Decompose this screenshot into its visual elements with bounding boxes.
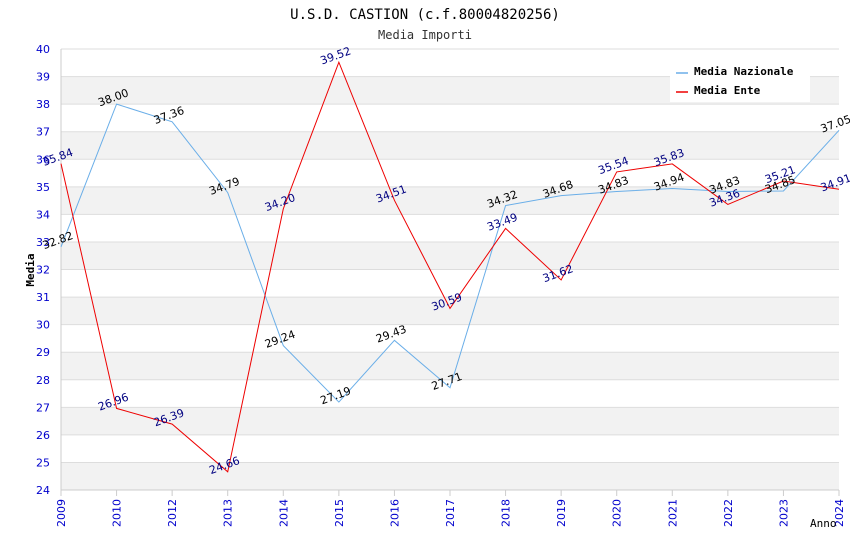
grid-band — [61, 297, 839, 325]
series-line-media-ente — [60, 60, 840, 473]
x-tick-label: 2023 — [777, 499, 790, 527]
grid-bands — [61, 49, 839, 490]
x-tick-label: 2018 — [500, 499, 513, 527]
grid-band — [61, 407, 839, 435]
x-tick-label: 2013 — [222, 499, 235, 527]
grid-band — [61, 462, 839, 490]
grid-band — [61, 159, 839, 187]
x-tick-label: 2019 — [555, 499, 568, 527]
x-tick-label: 2022 — [722, 499, 735, 527]
x-axis-ticks: 2009 2010 2012 2013 2014 2015 2016 2017 2018 2019… — [55, 490, 846, 527]
y-tick-label: 25 — [36, 456, 50, 469]
legend-box — [670, 60, 810, 102]
chart-title: U.S.D. CASTION (c.f.80004820256) — [290, 7, 560, 23]
y-tick-label: 36 — [36, 153, 50, 166]
x-tick-label: 2021 — [666, 499, 679, 527]
y-tick-label: 24 — [36, 484, 50, 497]
x-tick-label: 2020 — [611, 499, 624, 527]
y-tick-label: 34 — [36, 208, 50, 221]
grid-band — [61, 131, 839, 160]
x-tick-label: 2009 — [55, 499, 68, 527]
grid-band — [61, 379, 839, 408]
y-axis-label: Media — [24, 253, 37, 286]
grid-band — [61, 324, 839, 353]
chart-subtitle: Media Importi — [378, 28, 472, 42]
y-tick-label: 30 — [36, 319, 50, 332]
x-tick-label: 2015 — [333, 499, 346, 527]
grid-lines — [61, 48, 839, 491]
y-tick-label: 32 — [36, 264, 50, 277]
y-tick-label: 35 — [36, 181, 50, 194]
y-tick-label: 26 — [36, 429, 50, 442]
x-tick-label: 2016 — [388, 499, 401, 527]
y-axis-ticks: 24 25 26 27 28 29 30 31 32 33 34 35 36 37 38 39 40 — [36, 43, 50, 497]
y-tick-label: 37 — [36, 126, 50, 139]
grid-band — [61, 214, 839, 242]
grid-band — [61, 104, 839, 132]
x-axis-label: Anno — [810, 517, 837, 530]
grid-band — [61, 241, 839, 270]
y-tick-label: 38 — [36, 98, 50, 111]
y-tick-label: 31 — [36, 291, 50, 304]
y-tick-label: 39 — [36, 71, 50, 84]
grid-band — [61, 269, 839, 298]
y-tick-label: 40 — [36, 43, 50, 56]
x-tick-label: 2017 — [444, 499, 457, 527]
series-lines — [60, 60, 840, 473]
legend-label-media-nazionale: Media Nazionale — [694, 65, 794, 78]
y-tick-label: 33 — [36, 236, 50, 249]
grid-band — [61, 434, 839, 463]
x-tick-label: 2024 — [833, 499, 846, 527]
x-tick-label: 2014 — [277, 499, 290, 527]
y-tick-label: 27 — [36, 401, 50, 414]
grid-band — [61, 352, 839, 380]
legend-label-media-ente: Media Ente — [694, 84, 761, 97]
legend: Media Nazionale Media Ente — [670, 60, 810, 102]
y-tick-label: 28 — [36, 374, 50, 387]
y-tick-label: 29 — [36, 346, 50, 359]
x-tick-label: 2012 — [166, 499, 179, 527]
x-tick-label: 2010 — [111, 499, 124, 527]
